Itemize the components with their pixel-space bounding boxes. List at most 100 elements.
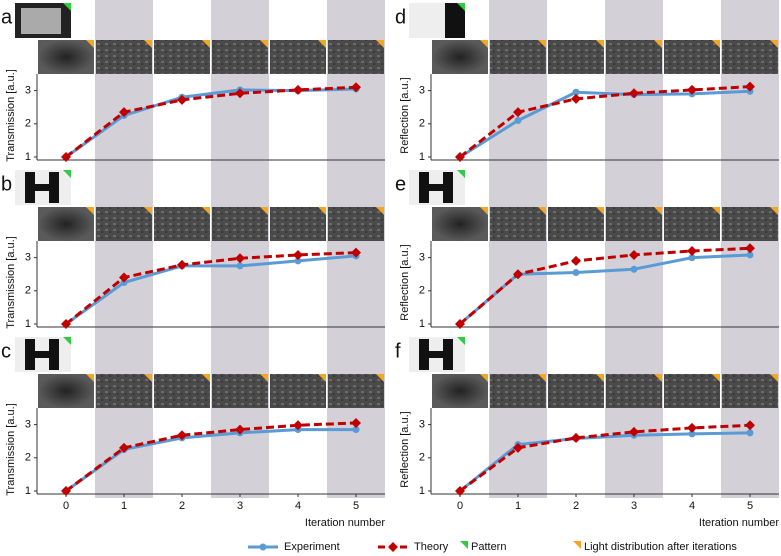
pattern-marker [457, 337, 465, 345]
x-axis-label: Iteration number [699, 517, 779, 529]
pattern-shape [21, 8, 61, 34]
light-image [548, 40, 604, 74]
x-tick-label: 3 [237, 500, 243, 512]
point [746, 251, 754, 259]
light-image [96, 40, 152, 74]
legend-label: Experiment [284, 541, 340, 553]
point [235, 424, 245, 435]
light-image [212, 207, 268, 241]
point [688, 430, 696, 438]
point [177, 430, 187, 441]
light-marker [376, 374, 384, 382]
light-marker [538, 374, 546, 382]
pattern-shape [443, 172, 453, 203]
light-image [270, 40, 326, 74]
band [605, 0, 663, 498]
point [236, 262, 244, 270]
point [629, 426, 639, 437]
light-image [548, 374, 604, 408]
point [745, 243, 755, 254]
point [514, 116, 522, 124]
light-marker [202, 207, 210, 215]
light-image [490, 207, 546, 241]
pattern-shape [25, 172, 35, 203]
light-image [664, 374, 720, 408]
point [687, 84, 697, 95]
light-marker [538, 207, 546, 215]
light-image [212, 40, 268, 74]
point [513, 107, 523, 118]
point [571, 432, 581, 443]
y-tick-label: 1 [25, 151, 31, 163]
light-image [38, 374, 94, 408]
light-image [328, 207, 384, 241]
light-marker [538, 40, 546, 48]
light-marker [144, 40, 152, 48]
pattern-shape [427, 184, 445, 191]
band [211, 0, 269, 498]
series-line [459, 423, 751, 493]
pattern-shape [49, 172, 59, 203]
light-marker [712, 207, 720, 215]
point [119, 272, 129, 283]
point [688, 254, 696, 262]
light-marker [770, 207, 778, 215]
y-tick-label: 3 [419, 252, 425, 264]
pattern-marker [63, 337, 71, 345]
y-axis-label: Reflection [a.u.] [399, 411, 411, 487]
light-marker [260, 374, 268, 382]
light-marker [318, 207, 326, 215]
pattern-marker [457, 3, 465, 11]
y-tick-label: 1 [25, 318, 31, 330]
light-marker [654, 207, 662, 215]
light-image [96, 374, 152, 408]
y-tick-label: 2 [25, 452, 31, 464]
point [630, 265, 638, 273]
x-tick-label: 1 [515, 500, 521, 512]
light-marker [86, 374, 94, 382]
x-axis-label: Iteration number [305, 517, 385, 529]
point [293, 420, 303, 431]
point [746, 429, 754, 437]
light-marker [144, 374, 152, 382]
point [745, 81, 755, 92]
light-image [606, 40, 662, 74]
light-marker [144, 207, 152, 215]
panel-letter: a [1, 6, 13, 28]
point [351, 247, 361, 258]
point [745, 420, 755, 431]
light-marker [770, 374, 778, 382]
light-image [548, 207, 604, 241]
y-tick-label: 1 [25, 485, 31, 497]
light-marker [654, 40, 662, 48]
x-tick-label: 2 [179, 500, 185, 512]
y-tick-label: 2 [25, 118, 31, 130]
light-image [154, 207, 210, 241]
x-tick-label: 1 [121, 500, 127, 512]
point [572, 269, 580, 277]
point [351, 82, 361, 93]
pattern-shape [25, 339, 35, 370]
point [455, 319, 465, 329]
panel-letter: c [1, 340, 11, 362]
series-line [459, 431, 751, 493]
light-marker [376, 207, 384, 215]
light-image [722, 374, 778, 408]
pattern-shape [419, 172, 429, 203]
legend-label: Theory [414, 541, 449, 553]
point [571, 255, 581, 266]
light-image [328, 374, 384, 408]
light-marker [318, 374, 326, 382]
pattern-shape [33, 351, 51, 358]
light-marker [596, 207, 604, 215]
light-image [722, 40, 778, 74]
light-marker [770, 40, 778, 48]
y-axis-label: Transmission [a.u.] [5, 236, 17, 329]
point [177, 94, 187, 105]
light-marker [202, 374, 210, 382]
y-tick-label: 3 [25, 85, 31, 97]
light-marker [376, 40, 384, 48]
light-image [432, 207, 488, 241]
y-tick-label: 3 [25, 419, 31, 431]
y-tick-label: 1 [419, 151, 425, 163]
